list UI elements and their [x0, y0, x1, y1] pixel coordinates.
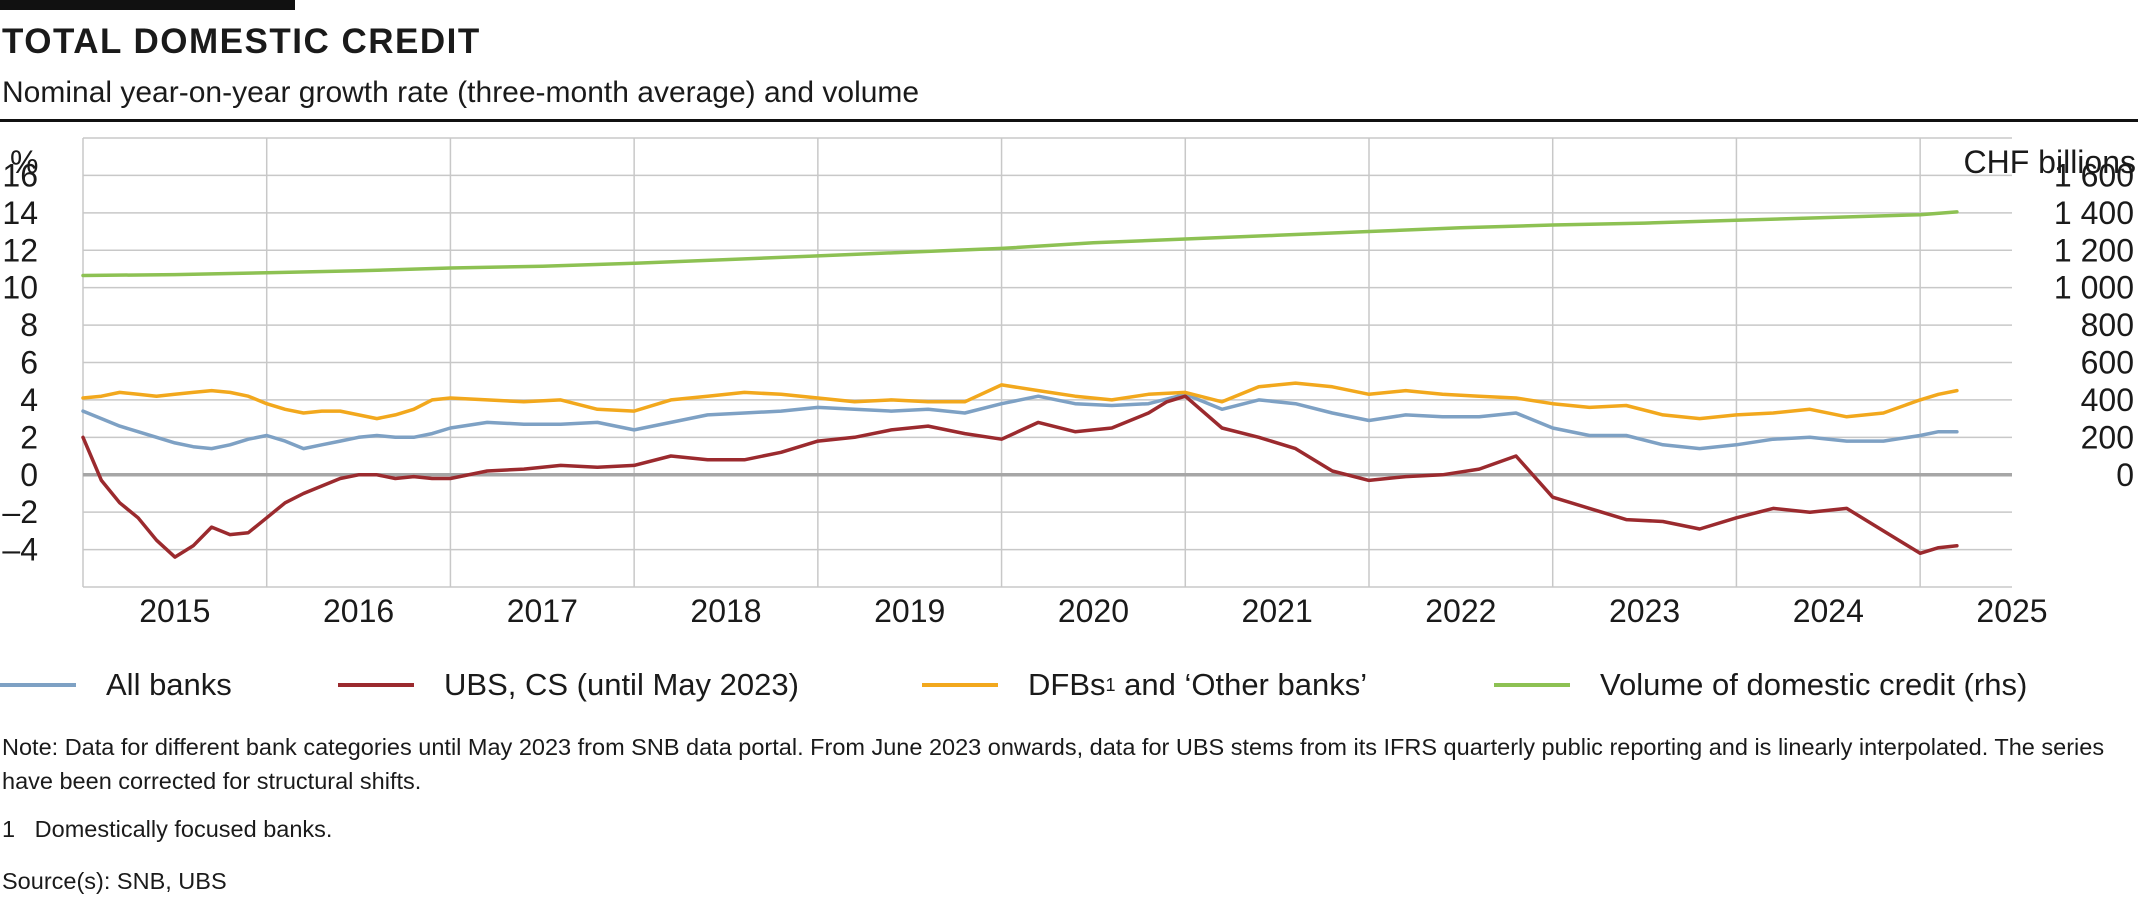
legend-item-dfbs: DFBs 1 and ‘Other banks’ — [922, 660, 1367, 710]
left-tick-label: 14 — [2, 195, 38, 231]
legend-swatch-dfbs — [922, 683, 998, 687]
left-tick-label: 8 — [20, 307, 38, 343]
x-tick-label: 2017 — [507, 593, 578, 629]
right-tick-label: 1 400 — [2054, 195, 2134, 231]
legend-item-ubs-cs: UBS, CS (until May 2023) — [338, 660, 799, 710]
legend-label: All banks — [106, 667, 232, 702]
x-tick-label: 2018 — [690, 593, 761, 629]
left-tick-label: 16 — [2, 157, 38, 193]
left-tick-label: 0 — [20, 457, 38, 493]
right-tick-label: 200 — [2081, 419, 2134, 455]
series-line-2 — [81, 381, 1959, 421]
series-line-0 — [81, 392, 1959, 451]
x-tick-label: 2024 — [1793, 593, 1864, 629]
legend-label: DFBs — [1028, 667, 1106, 702]
right-axis-label: CHF billions — [1964, 144, 2136, 180]
x-tick-label: 2022 — [1425, 593, 1496, 629]
left-tick-label: 2 — [20, 419, 38, 455]
right-tick-label: 0 — [2116, 457, 2134, 493]
legend-swatch-volume — [1494, 683, 1570, 687]
series-line-1 — [81, 394, 1959, 559]
right-tick-label: 400 — [2081, 382, 2134, 418]
x-tick-label: 2020 — [1058, 593, 1129, 629]
right-tick-label: 600 — [2081, 345, 2134, 381]
legend: All banks UBS, CS (until May 2023) DFBs 1… — [0, 660, 2138, 710]
header-rule — [0, 119, 2138, 122]
legend-footnote-marker: 1 — [1105, 674, 1116, 695]
right-tick-label: 1 000 — [2054, 270, 2134, 306]
header-accent-bar — [0, 0, 295, 10]
left-tick-label: 12 — [2, 232, 38, 268]
chart-title: TOTAL DOMESTIC CREDIT — [2, 22, 481, 61]
x-tick-label: 2021 — [1242, 593, 1313, 629]
series-line-3 — [81, 210, 1959, 278]
legend-label-suffix: and ‘Other banks’ — [1115, 667, 1368, 702]
right-tick-label: 1 600 — [2054, 157, 2134, 193]
x-tick-label: 2019 — [874, 593, 945, 629]
legend-swatch-all-banks — [0, 683, 76, 687]
chart-note: Note: Data for different bank categories… — [2, 734, 2105, 794]
x-tick-label: 2025 — [1976, 593, 2047, 629]
left-tick-label: 10 — [2, 270, 38, 306]
left-tick-label: 4 — [20, 382, 38, 418]
legend-label: UBS, CS (until May 2023) — [444, 667, 799, 702]
left-tick-label: –4 — [2, 532, 38, 568]
legend-label: Volume of domestic credit (rhs) — [1600, 667, 2028, 702]
source-line: Source(s): SNB, UBS — [2, 868, 227, 894]
x-tick-label: 2023 — [1609, 593, 1680, 629]
right-tick-label: 800 — [2081, 307, 2134, 343]
left-tick-label: 6 — [20, 345, 38, 381]
x-tick-label: 2015 — [139, 593, 210, 629]
left-tick-label: –2 — [2, 494, 38, 530]
x-tick-label: 2016 — [323, 593, 394, 629]
chart-subtitle: Nominal year-on-year growth rate (three-… — [2, 76, 920, 109]
left-axis-label: % — [10, 144, 38, 180]
right-tick-label: 1 200 — [2054, 232, 2134, 268]
footnote: 1 Domestically focused banks. — [2, 816, 333, 842]
legend-item-volume: Volume of domestic credit (rhs) — [1494, 660, 2027, 710]
legend-swatch-ubs-cs — [338, 683, 414, 687]
legend-item-all-banks: All banks — [0, 660, 232, 710]
